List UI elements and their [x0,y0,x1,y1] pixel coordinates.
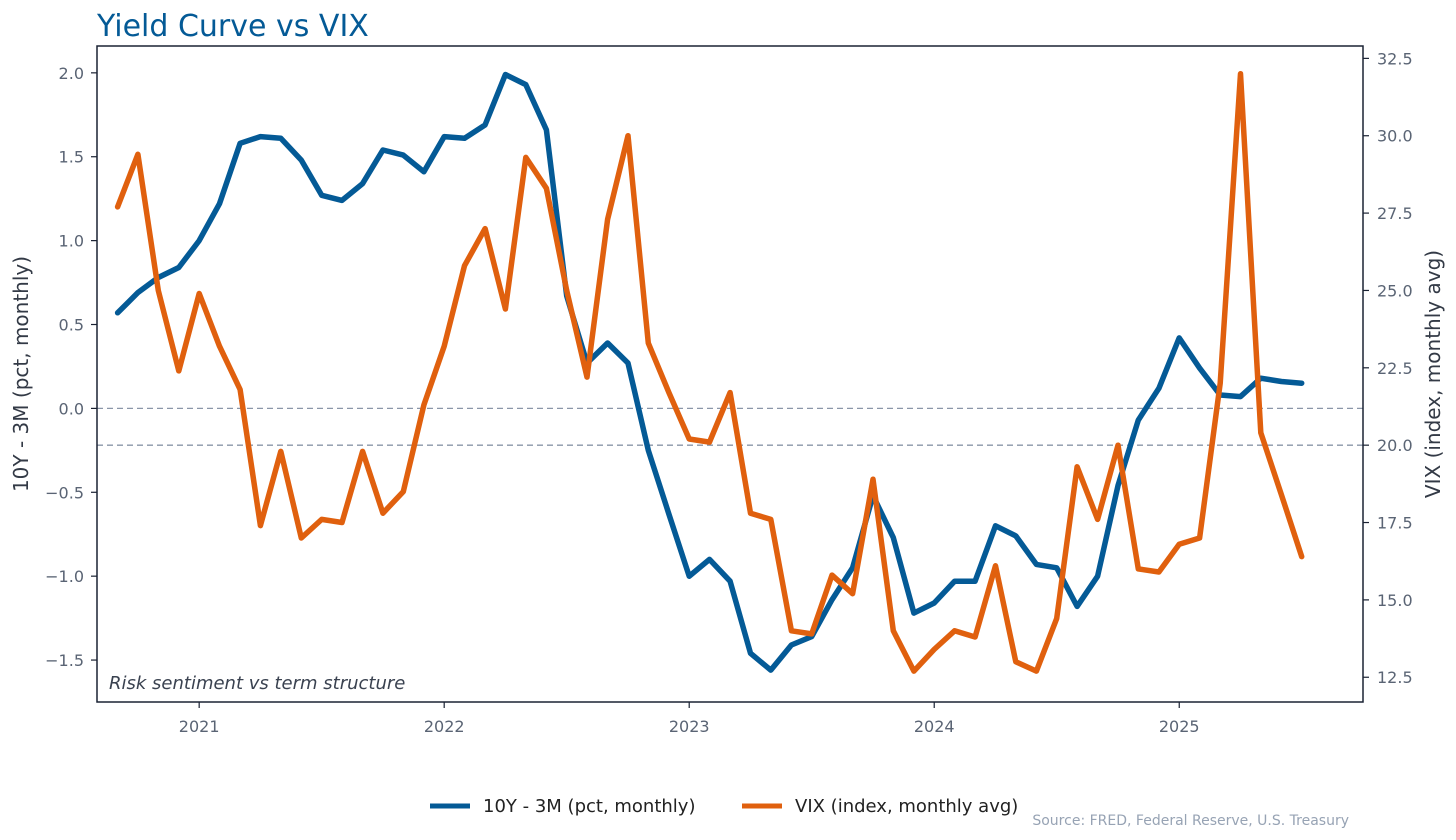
left-tick-label: 0.5 [59,316,84,335]
right-tick-label: 22.5 [1377,359,1413,378]
left-tick-label: 1.0 [59,232,84,251]
left-tick-label: 2.0 [59,64,84,83]
right-tick-label: 32.5 [1377,49,1413,68]
right-tick-label: 30.0 [1377,127,1413,146]
chart-title: Yield Curve vs VIX [96,9,369,44]
right-tick-label: 27.5 [1377,204,1413,223]
left-tick-label: 0.0 [59,399,84,418]
x-axis-ticks: 2021 2022 2023 2024 2025 [179,702,1200,736]
right-tick-label: 17.5 [1377,514,1413,533]
x-tick-label: 2022 [424,717,465,736]
left-tick-label: −1.0 [45,567,84,586]
left-axis-ticks: −1.5 −1.0 −0.5 0.0 0.5 1.0 1.5 2.0 [45,64,97,670]
x-tick-label: 2023 [669,717,710,736]
series-layer [114,71,1305,674]
yield-spread-line [114,71,1305,673]
x-tick-label: 2021 [179,717,220,736]
source-note: Source: FRED, Federal Reserve, U.S. Trea… [1032,813,1349,829]
left-tick-label: −0.5 [45,483,84,502]
left-axis-label: 10Y - 3M (pct, monthly) [9,256,33,492]
left-tick-label: −1.5 [45,651,84,670]
vix-line [114,71,1305,674]
legend-label-yield: 10Y - 3M (pct, monthly) [483,796,695,817]
left-tick-label: 1.5 [59,148,84,167]
legend-label-vix: VIX (index, monthly avg) [795,796,1018,817]
right-tick-label: 25.0 [1377,281,1413,300]
plot-frame [96,45,1364,703]
right-tick-label: 20.0 [1377,436,1413,455]
right-tick-label: 15.0 [1377,591,1413,610]
legend: 10Y - 3M (pct, monthly) VIX (index, mont… [430,796,1018,817]
right-tick-label: 12.5 [1377,668,1413,687]
right-axis-label: VIX (index, monthly avg) [1421,250,1445,498]
reference-lines [97,407,1363,446]
right-axis-ticks: 12.5 15.0 17.5 20.0 22.5 25.0 27.5 30.0 32.5 [1363,49,1413,687]
x-tick-label: 2025 [1159,717,1200,736]
x-tick-label: 2024 [914,717,955,736]
chart-annotation: Risk sentiment vs term structure [109,673,405,694]
